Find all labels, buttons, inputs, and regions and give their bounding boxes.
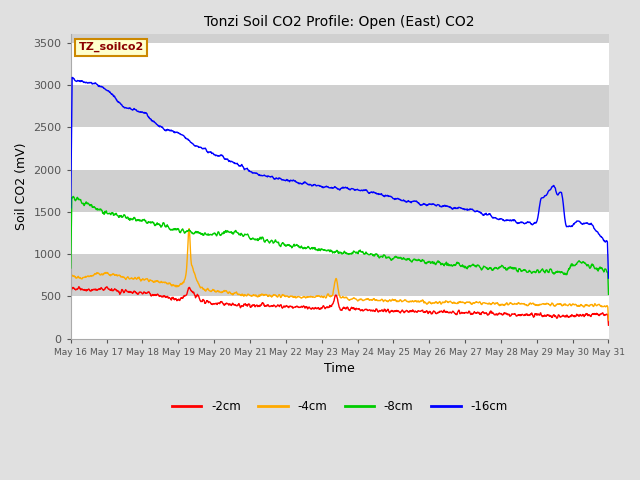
Bar [70,85,609,127]
Legend: -2cm, -4cm, -8cm, -16cm: -2cm, -4cm, -8cm, -16cm [167,396,512,418]
Title: Tonzi Soil CO2 Profile: Open (East) CO2: Tonzi Soil CO2 Profile: Open (East) CO2 [204,15,475,29]
Bar [70,43,609,85]
Bar [70,35,609,43]
Text: TZ_soilco2: TZ_soilco2 [79,42,144,52]
Bar [70,169,609,212]
Bar [70,296,609,338]
Y-axis label: Soil CO2 (mV): Soil CO2 (mV) [15,143,28,230]
Bar [70,254,609,296]
X-axis label: Time: Time [324,362,355,375]
Bar [70,212,609,254]
Bar [70,127,609,169]
